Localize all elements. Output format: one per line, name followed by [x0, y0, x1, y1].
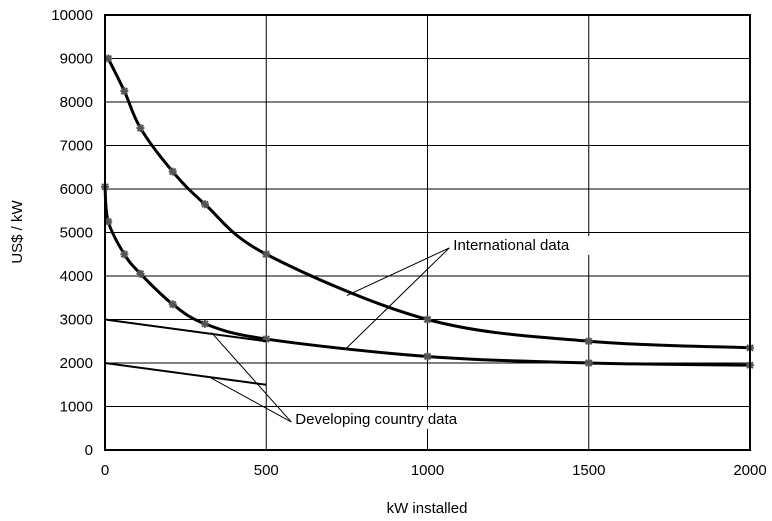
series-lines: [101, 54, 754, 386]
y-axis-label: US$ / kW: [9, 199, 26, 263]
series-1-point-8: [584, 359, 593, 367]
series-0-point-5: [262, 250, 271, 259]
x-axis-label: kW installed: [387, 500, 468, 517]
series-0-point-2: [136, 124, 145, 133]
x-tick-label-1: 500: [254, 462, 279, 479]
y-tick-label-4: 4000: [60, 268, 93, 285]
x-tick-label-3: 1500: [572, 462, 605, 479]
annotation-1-label: Developing country data: [295, 411, 457, 428]
series-0-point-1: [120, 87, 129, 96]
series-0-point-4: [200, 200, 209, 209]
annotation-0-label: International data: [453, 237, 570, 254]
series-1-line: [103, 186, 751, 367]
y-tick-label-3: 3000: [60, 312, 93, 329]
tick-labels: 0100020003000400050006000700080009000100…: [51, 7, 766, 479]
y-tick-label-5: 5000: [60, 225, 93, 242]
y-tick-label-2: 2000: [60, 355, 93, 372]
y-tick-label-7: 7000: [60, 138, 93, 155]
x-tick-label-4: 2000: [733, 462, 766, 479]
y-tick-label-10: 10000: [51, 7, 93, 24]
y-tick-label-8: 8000: [60, 94, 93, 111]
annotation-0-background: [451, 235, 607, 255]
annotations: International data Developing country dat…: [211, 235, 607, 429]
series-2-line: [104, 318, 267, 343]
series-0-point-7: [584, 337, 593, 346]
x-tick-label-0: 0: [101, 462, 109, 479]
annotation-1-leader-1: [211, 377, 292, 423]
annotation-0-leader-0: [346, 247, 450, 297]
y-tick-label-9: 9000: [60, 51, 93, 68]
series-3-line: [104, 362, 267, 386]
series-0-point-6: [423, 315, 432, 324]
annotation-1-background: [293, 409, 491, 429]
series-1-point-3: [136, 269, 145, 278]
series-1-point-4: [168, 300, 177, 309]
annotation-0-leader-1: [346, 247, 450, 349]
series-1-point-2: [120, 250, 129, 259]
series-0-point-3: [168, 167, 177, 176]
series-1-point-7: [423, 352, 432, 361]
x-tick-label-2: 1000: [411, 462, 444, 479]
series-0-line: [106, 57, 751, 350]
y-tick-label-1: 1000: [60, 399, 93, 416]
y-tick-label-0: 0: [85, 442, 93, 459]
y-tick-label-6: 6000: [60, 181, 93, 198]
plot-frame: [104, 14, 751, 451]
grid-lines: [104, 14, 751, 451]
series-1-point-5: [200, 319, 209, 328]
annotation-1-leader-0: [211, 332, 292, 423]
series-0-point-0: [104, 54, 113, 63]
